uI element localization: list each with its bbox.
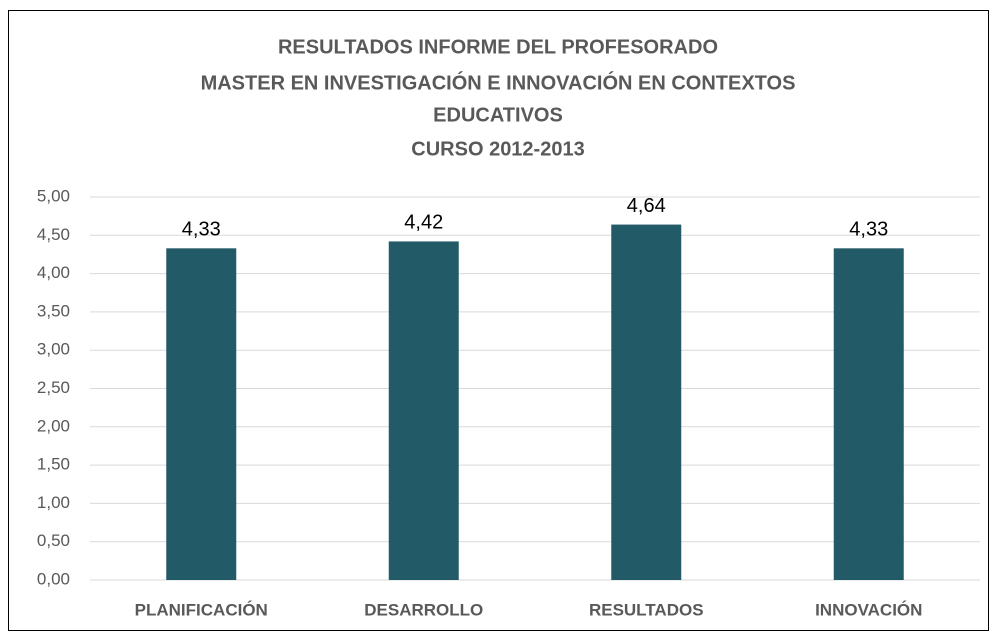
y-tick-label: 4,50 <box>37 225 70 244</box>
data-label: 4,33 <box>182 219 221 241</box>
y-tick-label: 4,00 <box>37 263 70 282</box>
bar <box>166 248 237 580</box>
data-label: 4,42 <box>404 212 443 234</box>
y-tick-label: 0,50 <box>37 531 70 550</box>
bar <box>611 224 682 581</box>
y-tick-label: 1,00 <box>37 493 70 512</box>
data-label: 4,33 <box>849 219 888 241</box>
bar <box>833 248 904 580</box>
chart-title: CURSO 2012-2013 <box>411 138 584 160</box>
y-tick-label: 2,50 <box>37 378 70 397</box>
chart-title: EDUCATIVOS <box>433 104 563 126</box>
chart-title: RESULTADOS INFORME DEL PROFESORADO <box>278 36 718 58</box>
y-tick-label: 2,00 <box>37 416 70 435</box>
x-tick-label: PLANIFICACIÓN <box>135 600 268 619</box>
y-tick-label: 1,50 <box>37 455 70 474</box>
data-label: 4,64 <box>627 195 666 217</box>
y-tick-label: 3,50 <box>37 301 70 320</box>
x-tick-label: INNOVACIÓN <box>815 600 922 619</box>
bar <box>388 241 459 581</box>
x-tick-label: RESULTADOS <box>589 600 704 619</box>
x-tick-label: DESARROLLO <box>364 600 483 619</box>
y-tick-label: 5,00 <box>37 186 70 205</box>
y-tick-label: 0,00 <box>37 569 70 588</box>
y-tick-label: 3,00 <box>37 340 70 359</box>
chart-title: MASTER EN INVESTIGACIÓN E INNOVACIÓN EN … <box>201 70 796 94</box>
